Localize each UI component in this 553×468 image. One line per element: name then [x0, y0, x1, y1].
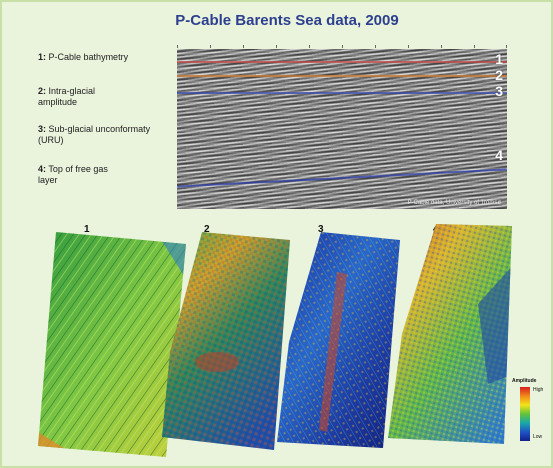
- seismic-axis-ticks: [177, 45, 507, 49]
- legend-item-3: 3: Sub-glacial unconformaty (URU): [38, 124, 151, 145]
- horizon-line-2: [177, 75, 507, 77]
- panel-label-2: 2: [204, 224, 210, 235]
- horizon-label-4: 4: [495, 147, 503, 163]
- horizon-line-1: [177, 61, 507, 63]
- legend-number: 2: [38, 86, 44, 96]
- horizon-label-2: 2: [495, 67, 503, 83]
- map-panel-1: [38, 232, 186, 457]
- colorbar-title: Amplitude: [512, 378, 537, 384]
- legend-item-4: 4: Top of free gas layer: [38, 164, 108, 185]
- horizon-line-3: [177, 92, 507, 94]
- image-credit: P-Cable data, University of Tromsø: [407, 200, 501, 206]
- legend-item-2: 2: Intra-glacial amplitude: [38, 86, 96, 107]
- map-panel-4: [388, 224, 512, 444]
- horizon-label-1: 1: [495, 51, 503, 67]
- horizon-label-3: 3: [495, 83, 503, 99]
- amplitude-colorbar: [520, 387, 530, 441]
- legend-text: Intra-glacial amplitude: [38, 86, 96, 107]
- panel-label-3: 3: [318, 224, 324, 235]
- legend-number: 1: [38, 52, 44, 62]
- map-panel-3: [277, 232, 400, 448]
- colorbar-high-label: High: [533, 387, 544, 393]
- figure-title: P-Cable Barents Sea data, 2009: [175, 12, 399, 29]
- colorbar-low-label: Low: [533, 434, 543, 440]
- legend-number: 3: [38, 124, 44, 134]
- horizon-line-4: [177, 168, 507, 188]
- panel-label-1: 1: [84, 224, 90, 235]
- seismic-section-image: 1 2 3 4 P-Cable data, University of Trom…: [177, 49, 507, 209]
- legend-item-1: 1: P-Cable bathymetry: [38, 52, 129, 62]
- legend-text: Sub-glacial unconformaty (URU): [38, 124, 151, 145]
- legend-number: 4: [38, 164, 44, 174]
- legend-text: Top of free gas layer: [38, 164, 108, 185]
- map-panel-2: [162, 232, 290, 450]
- legend-text: P-Cable bathymetry: [48, 52, 129, 62]
